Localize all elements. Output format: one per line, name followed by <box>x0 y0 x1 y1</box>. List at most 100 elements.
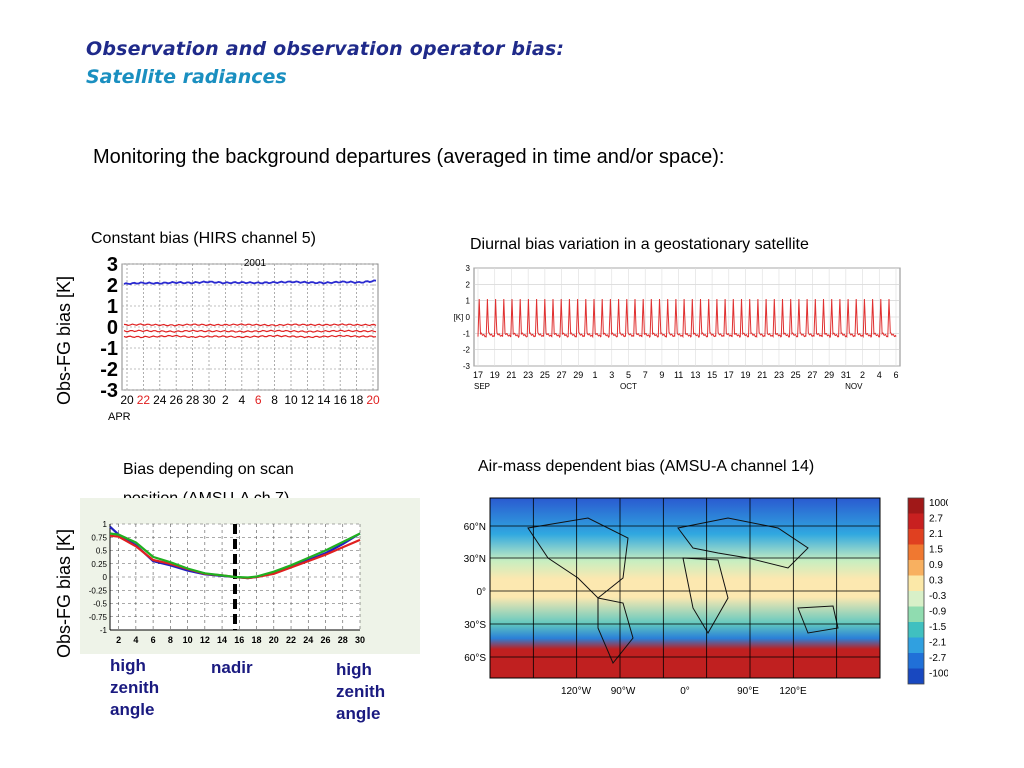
x-tick-label: 2 <box>116 635 121 645</box>
panel2-caption: Diurnal bias variation in a geostationar… <box>470 236 809 253</box>
lon-label: 120°W <box>561 686 592 697</box>
x-tick-label: 4 <box>238 393 245 407</box>
x-tick-label: 17 <box>473 370 483 380</box>
x-tick-label: 1 <box>593 370 598 380</box>
y-tick-label: -0.5 <box>93 600 107 609</box>
series-line <box>123 329 377 333</box>
x-tick-label: 6 <box>151 635 156 645</box>
colorbar-label: 1000 <box>929 498 948 509</box>
x-tick-label: 8 <box>168 635 173 645</box>
colorbar-label: 2.1 <box>929 529 943 540</box>
month-label: SEP <box>474 382 490 391</box>
x-tick-label: 9 <box>659 370 664 380</box>
y-tick-label: 0.25 <box>91 560 107 569</box>
panel4-caption: Air-mass dependent bias (AMSU-A channel … <box>478 458 815 475</box>
x-tick-label: 27 <box>557 370 567 380</box>
x-tick-label: 11 <box>674 370 683 380</box>
x-tick-label: 23 <box>774 370 784 380</box>
x-tick-label: 13 <box>690 370 700 380</box>
x-tick-label: 10 <box>183 635 193 645</box>
y-tick-label: 0 <box>107 317 118 339</box>
x-tick-label: 6 <box>893 370 898 380</box>
colorbar-label: -2.1 <box>929 638 947 649</box>
x-tick-label: 16 <box>234 635 244 645</box>
x-tick-label: 24 <box>153 393 167 407</box>
lon-label: 90°E <box>737 686 759 697</box>
y-tick-label: -1 <box>100 338 118 360</box>
nadir-label: nadir <box>211 658 253 677</box>
continent-outline <box>797 605 839 634</box>
x-tick-label: 24 <box>303 635 313 645</box>
colorbar-label: -0.3 <box>929 591 947 602</box>
y-tick-label: [K] 0 <box>454 313 471 322</box>
x-tick-label: 5 <box>626 370 631 380</box>
airmass-bias-map: 60°N 30°N 0° 30°S 60°S 120°W 90°W 0° 90°E 120°E 10… <box>464 497 948 697</box>
x-tick-label: 4 <box>133 635 138 645</box>
chart-title: 2001 <box>244 258 267 269</box>
x-tick-label: 20 <box>366 393 380 407</box>
y-tick-label: -0.75 <box>89 613 108 622</box>
panel1-caption: Constant bias (HIRS channel 5) <box>91 230 316 247</box>
x-tick-label: 19 <box>741 370 751 380</box>
x-tick-label: 26 <box>321 635 331 645</box>
y-tick-label: 1 <box>103 520 108 529</box>
colorbar-cell <box>908 606 924 622</box>
x-tick-label: 19 <box>490 370 500 380</box>
slide-subtitle: Satellite radiances <box>86 66 287 88</box>
panel1-ylabel: Obs-FG bias [K] <box>54 275 74 405</box>
continent-outline <box>682 557 729 634</box>
x-tick-label: 16 <box>334 393 348 407</box>
y-tick-label: 3 <box>107 254 118 276</box>
y-tick-label: -3 <box>463 362 471 371</box>
series-line <box>123 323 377 327</box>
x-tick-label: 21 <box>757 370 767 380</box>
colorbar-cell <box>908 513 924 529</box>
series-line <box>123 279 377 286</box>
colorbar-label: -2.7 <box>929 653 947 664</box>
x-axis-label: APR <box>108 411 131 422</box>
lat-label: 30°N <box>464 554 486 565</box>
x-tick-label: 30 <box>202 393 216 407</box>
x-tick-label: 18 <box>350 393 364 407</box>
colorbar-label: 2.7 <box>929 514 943 525</box>
x-tick-label: 20 <box>120 393 134 407</box>
colorbar-label: -0.9 <box>929 607 947 618</box>
x-tick-label: 28 <box>338 635 348 645</box>
x-tick-label: 20 <box>269 635 279 645</box>
x-tick-label: 31 <box>841 370 851 380</box>
continent-outline <box>527 517 629 599</box>
x-tick-label: 12 <box>301 393 315 407</box>
map-field <box>489 497 881 679</box>
high-zenith-left-label: high zenith angle <box>110 656 160 719</box>
lat-label: 0° <box>476 587 486 598</box>
x-tick-label: 8 <box>271 393 278 407</box>
x-tick-label: 22 <box>137 393 151 407</box>
x-tick-label: 21 <box>506 370 516 380</box>
x-tick-label: 6 <box>255 393 262 407</box>
x-tick-label: 15 <box>707 370 717 380</box>
lon-label: 120°E <box>779 686 807 697</box>
colorbar-label: -1000 <box>929 669 948 680</box>
slide-title: Observation and observation operator bia… <box>86 38 565 60</box>
x-tick-label: 10 <box>284 393 298 407</box>
panel3-ylabel: Obs-FG bias [K] <box>54 528 74 658</box>
y-tick-label: 2 <box>107 275 118 297</box>
colorbar-cell <box>908 544 924 560</box>
y-tick-label: 1 <box>466 297 471 306</box>
y-tick-label: 1 <box>107 296 118 318</box>
colorbar-cell <box>908 637 924 653</box>
x-tick-label: 23 <box>523 370 533 380</box>
lon-label: 90°W <box>611 686 636 697</box>
x-tick-label: 29 <box>824 370 834 380</box>
x-tick-label: 2 <box>222 393 229 407</box>
x-tick-label: 25 <box>791 370 801 380</box>
colorbar-frame <box>907 497 925 685</box>
x-tick-label: 4 <box>877 370 882 380</box>
colorbar-label: -1.5 <box>929 622 947 633</box>
panel3-caption-line1: Bias depending on scan <box>123 461 294 478</box>
y-tick-label: 0.5 <box>96 547 108 556</box>
colorbar-cell <box>908 668 924 684</box>
x-tick-label: 29 <box>573 370 583 380</box>
high-zenith-right-label: high zenith angle <box>336 660 386 723</box>
